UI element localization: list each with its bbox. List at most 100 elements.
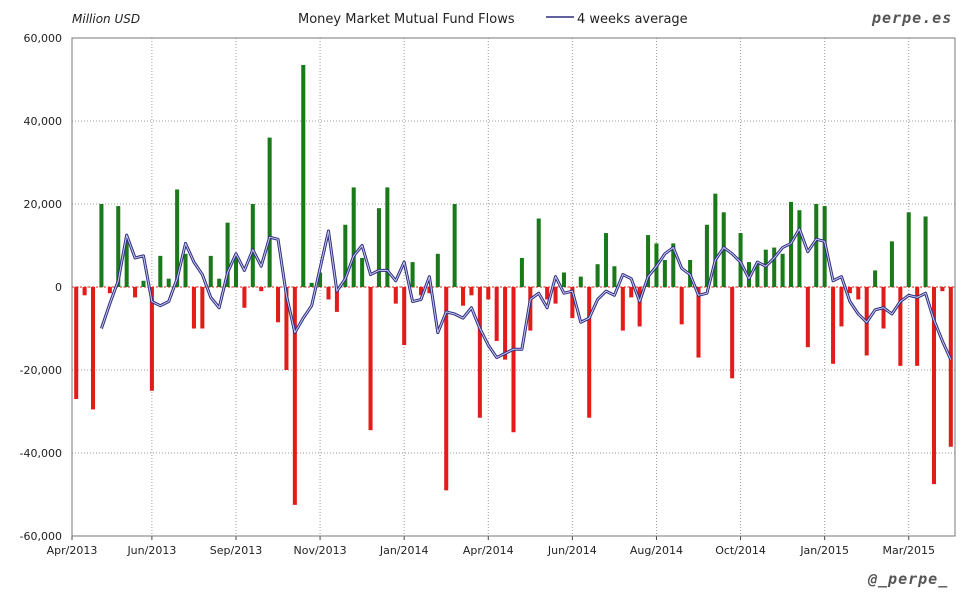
flow-bar <box>906 212 911 287</box>
flow-bar <box>595 264 600 287</box>
flow-bar <box>587 287 592 418</box>
flow-bar <box>637 287 642 327</box>
flow-bar <box>696 287 701 358</box>
flow-bar <box>116 206 121 287</box>
flow-bar <box>780 253 785 287</box>
flow-bar <box>360 257 365 287</box>
watermark-bottom: @_perpe_ <box>867 570 948 588</box>
flow-bar <box>158 255 163 288</box>
x-tick-label: Apr/2013 <box>47 544 98 557</box>
flow-bar <box>755 264 760 287</box>
x-tick-label: Sep/2013 <box>210 544 262 557</box>
flow-bar <box>452 204 457 287</box>
watermark-top: perpe.es <box>871 9 952 27</box>
flow-bar <box>915 287 920 366</box>
plot-border <box>71 37 956 537</box>
x-tick-label: Jan/2014 <box>379 544 429 557</box>
flow-bar <box>931 287 936 485</box>
flow-bar <box>259 287 264 292</box>
flow-bar <box>267 137 272 287</box>
flow-bar <box>839 287 844 327</box>
flow-bar <box>82 287 87 296</box>
flow-bar <box>814 204 819 287</box>
flow-bar <box>124 237 129 287</box>
flow-bar <box>898 287 903 366</box>
x-tick-label: Aug/2014 <box>630 544 683 557</box>
flow-bar <box>536 218 541 287</box>
flow-bar <box>326 287 331 300</box>
flow-bar <box>242 287 247 308</box>
flow-bar <box>435 253 440 287</box>
y-axis-unit-label: Million USD <box>72 12 140 26</box>
flow-bar <box>889 241 894 287</box>
flow-bar <box>671 243 676 287</box>
flow-bar <box>519 257 524 287</box>
flow-bar <box>486 287 491 300</box>
flow-bar <box>503 287 508 360</box>
flow-bar <box>494 287 499 341</box>
flow-bar <box>233 255 239 288</box>
y-tick-label: -60,000 <box>20 530 62 543</box>
average-line-inner <box>100 228 952 360</box>
flow-bar <box>402 287 407 346</box>
x-tick-label: Jan/2015 <box>799 544 849 557</box>
y-tick-label: 60,000 <box>24 32 63 45</box>
y-tick-label: -40,000 <box>20 447 62 460</box>
flow-bar <box>847 287 852 294</box>
flow-bar <box>662 260 667 287</box>
x-tick-label: Apr/2014 <box>463 544 514 557</box>
axis-layer: 60,000 40,000 20,000 0 -20,000 -40,000 -60,000… <box>20 32 956 557</box>
flow-bar <box>107 287 112 294</box>
flow-bar <box>301 64 306 287</box>
x-tick-label: Oct/2014 <box>715 544 766 557</box>
flow-bar <box>225 222 230 287</box>
flow-bar <box>570 287 575 319</box>
flow-bar <box>553 287 558 304</box>
flow-bar <box>217 278 222 287</box>
flow-bar <box>713 193 718 288</box>
flow-bar <box>805 287 810 348</box>
flow-bar <box>175 189 180 287</box>
flow-bar <box>183 253 188 287</box>
flow-bar <box>528 287 533 331</box>
flow-bar <box>797 210 802 287</box>
flow-bar <box>461 287 466 306</box>
flow-bar <box>292 287 297 505</box>
flow-bar <box>276 287 281 323</box>
y-tick-label: -20,000 <box>20 364 62 377</box>
flow-bar <box>940 287 945 292</box>
flow-bar <box>343 224 348 287</box>
flow-bar <box>91 287 96 410</box>
flow-bar <box>208 255 213 288</box>
flow-bar <box>561 272 566 287</box>
flow-bar <box>545 287 550 300</box>
flow-bar <box>166 278 171 287</box>
flow-bar <box>200 287 205 329</box>
flow-bar <box>368 287 373 431</box>
flow-bar <box>191 287 196 329</box>
flow-bar <box>410 262 415 287</box>
flow-bar <box>141 280 146 287</box>
x-tick-label: Nov/2013 <box>293 544 346 557</box>
flow-bar <box>334 287 339 312</box>
flow-bar <box>831 287 836 364</box>
flow-bar <box>477 287 482 418</box>
flow-bar <box>763 249 768 287</box>
flow-bar <box>578 276 583 288</box>
flow-bar <box>427 287 432 294</box>
flow-bar <box>646 235 651 288</box>
flow-bar <box>923 216 928 287</box>
y-tick-label: 0 <box>55 281 62 294</box>
x-tick-label: Jun/2014 <box>547 544 597 557</box>
average-line-layer <box>100 227 953 361</box>
y-tick-label: 20,000 <box>24 198 63 211</box>
flow-bar <box>376 208 381 287</box>
flow-bar <box>318 272 323 287</box>
flow-bar <box>444 287 449 491</box>
flow-bar <box>620 287 625 331</box>
flow-bar <box>99 204 104 287</box>
flow-bar <box>603 233 609 287</box>
flow-bar <box>393 287 398 304</box>
